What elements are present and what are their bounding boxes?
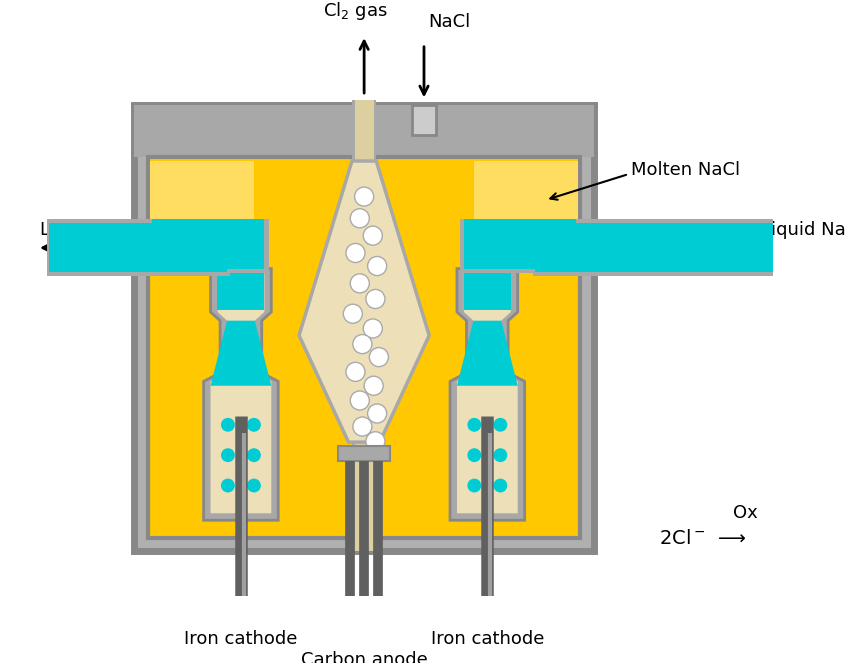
Polygon shape [210, 269, 271, 513]
Circle shape [352, 335, 372, 353]
FancyBboxPatch shape [535, 223, 772, 272]
FancyBboxPatch shape [148, 219, 268, 273]
Text: NaCl: NaCl [429, 13, 470, 31]
Polygon shape [450, 269, 525, 520]
FancyBboxPatch shape [533, 219, 772, 276]
Circle shape [350, 391, 369, 410]
Circle shape [494, 448, 507, 462]
Circle shape [247, 479, 261, 493]
FancyBboxPatch shape [460, 219, 580, 273]
Circle shape [468, 448, 481, 462]
Circle shape [468, 418, 481, 432]
Polygon shape [210, 321, 271, 386]
Circle shape [494, 479, 507, 493]
Circle shape [247, 418, 261, 432]
Polygon shape [204, 269, 278, 520]
FancyBboxPatch shape [352, 100, 376, 552]
Text: Carbon anode: Carbon anode [301, 651, 428, 663]
Polygon shape [457, 321, 518, 386]
Circle shape [350, 209, 369, 228]
FancyBboxPatch shape [150, 161, 254, 226]
Polygon shape [217, 269, 264, 310]
Circle shape [247, 448, 261, 462]
Polygon shape [457, 269, 518, 513]
Circle shape [350, 274, 369, 293]
Text: Liquid Na: Liquid Na [760, 221, 845, 239]
FancyBboxPatch shape [49, 223, 227, 272]
FancyBboxPatch shape [464, 219, 576, 269]
Circle shape [352, 417, 372, 436]
FancyBboxPatch shape [338, 446, 391, 461]
Circle shape [343, 304, 362, 324]
Text: Cl$_2$ gas: Cl$_2$ gas [323, 0, 388, 22]
Text: 2Cl$^-$ $\longrightarrow$: 2Cl$^-$ $\longrightarrow$ [659, 529, 747, 548]
Text: Iron cathode: Iron cathode [430, 630, 544, 648]
FancyBboxPatch shape [412, 105, 436, 135]
Circle shape [363, 226, 383, 245]
FancyBboxPatch shape [134, 105, 594, 156]
FancyBboxPatch shape [152, 219, 264, 269]
Circle shape [221, 479, 235, 493]
FancyBboxPatch shape [475, 161, 578, 226]
Circle shape [365, 432, 385, 451]
Circle shape [363, 319, 383, 338]
Circle shape [494, 418, 507, 432]
Text: Ox: Ox [733, 504, 758, 522]
Circle shape [354, 187, 373, 206]
Circle shape [369, 347, 389, 367]
Circle shape [468, 479, 481, 493]
FancyBboxPatch shape [354, 100, 373, 552]
Circle shape [367, 404, 387, 423]
Circle shape [346, 362, 365, 381]
FancyBboxPatch shape [134, 105, 594, 552]
Circle shape [364, 376, 384, 395]
Circle shape [367, 257, 387, 276]
Text: Iron cathode: Iron cathode [184, 630, 298, 648]
Circle shape [365, 290, 385, 308]
Polygon shape [299, 161, 430, 442]
FancyBboxPatch shape [148, 156, 580, 538]
Circle shape [346, 243, 365, 263]
Polygon shape [464, 269, 511, 310]
Circle shape [221, 448, 235, 462]
Circle shape [221, 418, 235, 432]
FancyBboxPatch shape [48, 219, 229, 276]
Text: Molten NaCl: Molten NaCl [631, 160, 740, 179]
Text: Liquid Na: Liquid Na [41, 221, 126, 239]
